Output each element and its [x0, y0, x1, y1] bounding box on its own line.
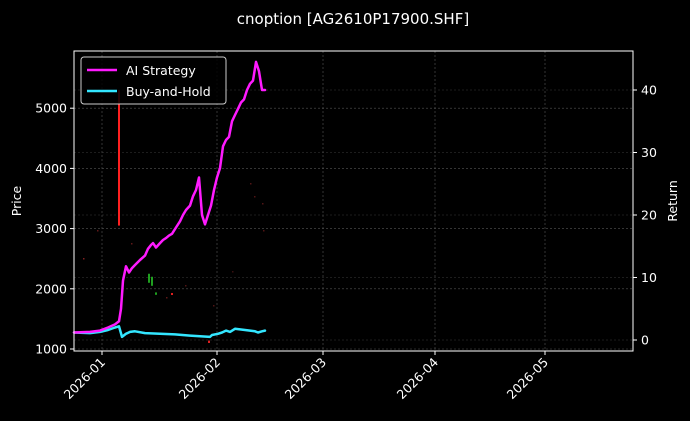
y2-tick-label: 20: [641, 208, 657, 223]
candle-dot: [232, 271, 234, 273]
candle-dot: [97, 230, 99, 232]
candle: [171, 293, 173, 296]
candle: [148, 273, 150, 283]
legend: AI Strategy Buy-and-Hold: [80, 56, 227, 105]
chart-title: cnoption [AG2610P17900.SHF]: [237, 10, 469, 28]
y-axis-left: 1000 2000 3000 4000 5000: [35, 101, 74, 357]
plot-frame: [73, 50, 634, 352]
candle-dot: [213, 305, 215, 307]
candle-dot: [185, 285, 187, 287]
legend-box: [80, 56, 227, 105]
y-tick-label: 2000: [35, 281, 67, 296]
legend-label-ai-strategy: AI Strategy: [126, 63, 196, 78]
y2-tick-label: 10: [641, 270, 657, 285]
y-tick-label: 1000: [35, 342, 67, 357]
y-tick-label: 4000: [35, 161, 67, 176]
gridlines: [74, 51, 633, 351]
y2-tick-label: 40: [641, 83, 657, 98]
candle-dot: [131, 243, 133, 245]
y-axis-right: 0 10 20 30 40: [633, 83, 657, 348]
candle-dot: [83, 258, 85, 260]
candle: [155, 292, 157, 295]
candle: [151, 276, 153, 286]
line-buy-and-hold: [72, 325, 267, 339]
y2-tick-label: 0: [641, 333, 649, 348]
candle-dot: [262, 203, 264, 205]
y2-tick-label: 30: [641, 145, 657, 160]
legend-label-buy-and-hold: Buy-and-Hold: [126, 84, 211, 99]
candle-dot: [254, 196, 256, 198]
candle-dot: [166, 297, 168, 299]
plot-area: [72, 50, 634, 352]
y2-axis-label: Return: [665, 180, 680, 221]
candle: [208, 340, 210, 343]
y-tick-label: 5000: [35, 101, 67, 116]
series-lines: [72, 60, 267, 339]
line-ai-strategy: [72, 60, 267, 334]
candle-dot: [263, 230, 265, 232]
price-candles: [83, 90, 265, 343]
candle: [118, 90, 120, 226]
candle-dot: [250, 183, 252, 185]
y-tick-label: 3000: [35, 221, 67, 236]
y-axis-label: Price: [9, 185, 24, 216]
